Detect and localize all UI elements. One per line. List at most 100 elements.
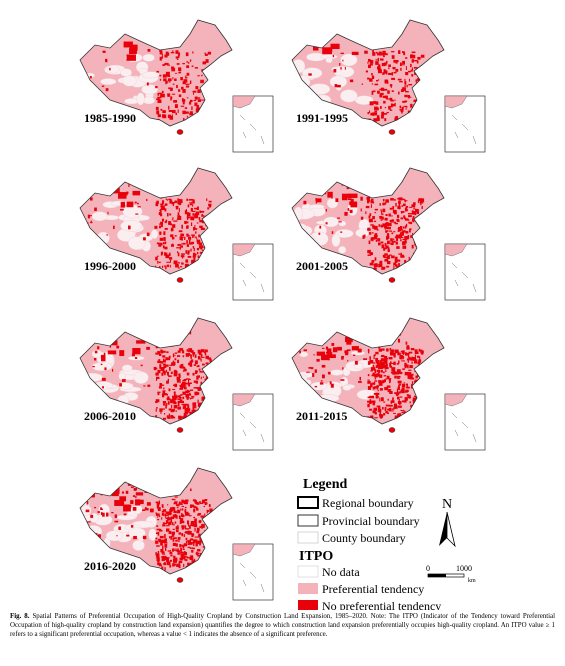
red-patch	[391, 408, 395, 410]
red-patch	[176, 378, 180, 383]
red-patch	[199, 370, 202, 373]
red-patch	[404, 230, 406, 233]
red-patch	[383, 88, 388, 91]
no-data-area	[293, 76, 301, 86]
red-patch	[371, 237, 376, 240]
red-patch	[179, 236, 183, 241]
red-patch	[204, 110, 207, 114]
red-patch	[207, 415, 210, 417]
red-patch	[195, 231, 197, 234]
red-patch	[189, 515, 192, 517]
red-patch	[198, 533, 200, 538]
red-patch	[405, 72, 409, 76]
red-patch	[369, 213, 372, 217]
red-patch	[400, 67, 402, 71]
red-patch	[401, 106, 404, 110]
red-patch	[194, 207, 198, 210]
red-patch	[386, 233, 390, 237]
red-patch	[161, 517, 163, 520]
red-patch	[182, 381, 186, 386]
red-patch	[369, 101, 374, 106]
red-patch	[401, 205, 404, 207]
red-patch	[208, 374, 212, 376]
red-patch	[347, 193, 358, 198]
red-patch	[383, 254, 386, 258]
red-patch	[392, 240, 396, 243]
red-patch	[187, 250, 190, 253]
red-patch	[416, 256, 419, 259]
red-patch	[118, 526, 121, 530]
red-patch	[416, 60, 419, 64]
red-patch	[375, 394, 378, 398]
red-patch	[206, 551, 209, 556]
red-patch	[87, 214, 90, 219]
red-patch	[161, 350, 166, 353]
map-panel: 2011-2015	[291, 317, 486, 451]
red-patch	[195, 108, 198, 113]
no-data-area	[116, 514, 136, 521]
red-patch	[418, 198, 422, 201]
red-patch	[158, 541, 160, 543]
red-patch	[308, 184, 310, 187]
red-patch	[391, 255, 395, 259]
red-patch	[185, 556, 188, 558]
red-patch	[319, 382, 324, 385]
red-patch	[174, 354, 176, 357]
red-patch	[157, 391, 161, 393]
red-patch	[325, 208, 327, 212]
red-patch	[391, 55, 395, 59]
no-data-area	[120, 220, 143, 232]
red-patch	[407, 354, 410, 358]
red-patch	[331, 197, 333, 199]
red-patch	[156, 545, 160, 547]
red-patch	[174, 371, 178, 374]
red-patch	[185, 393, 189, 398]
red-patch	[173, 398, 177, 400]
red-patch	[171, 217, 174, 219]
red-patch	[207, 538, 210, 542]
red-patch	[102, 512, 105, 517]
red-patch	[205, 355, 209, 359]
red-patch	[408, 96, 412, 98]
red-patch	[166, 380, 169, 384]
red-patch	[367, 400, 371, 403]
red-patch	[420, 198, 425, 203]
red-patch	[380, 417, 383, 419]
red-patch	[181, 555, 186, 560]
red-patch	[398, 383, 401, 386]
red-patch	[189, 382, 192, 384]
red-patch	[379, 203, 381, 206]
red-patch	[162, 245, 165, 249]
red-patch	[380, 92, 384, 96]
red-patch	[419, 90, 421, 95]
red-patch	[190, 355, 192, 359]
red-patch	[180, 366, 185, 369]
red-patch	[187, 546, 191, 549]
red-patch	[374, 106, 378, 111]
red-patch	[97, 534, 101, 538]
red-patch	[405, 205, 409, 208]
red-patch	[209, 541, 213, 546]
red-patch	[414, 349, 418, 353]
red-patch	[405, 223, 408, 228]
no-data-area	[80, 393, 98, 405]
red-patch	[369, 262, 374, 266]
red-patch	[153, 366, 157, 371]
red-patch	[186, 198, 189, 201]
red-patch	[177, 509, 180, 514]
red-patch	[337, 217, 341, 219]
red-patch	[392, 397, 394, 402]
red-patch	[90, 514, 94, 518]
legend-class: Preferential tendency	[322, 582, 424, 596]
red-patch	[162, 553, 166, 555]
no-data-area	[340, 53, 358, 67]
red-patch	[395, 116, 398, 120]
red-patch	[316, 186, 319, 191]
red-patch	[184, 403, 189, 406]
red-patch	[375, 101, 379, 105]
red-patch	[159, 361, 163, 364]
red-patch	[178, 67, 182, 72]
red-patch	[374, 211, 377, 214]
red-patch	[306, 371, 310, 373]
red-patch	[199, 525, 203, 528]
